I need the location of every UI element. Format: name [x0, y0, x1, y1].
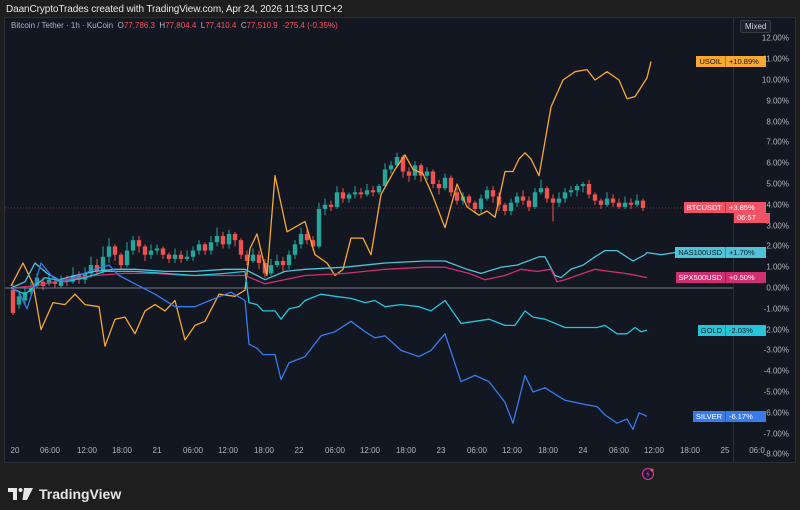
x-tick-label: 12:00 [76, 446, 98, 455]
y-tick-label: -7.00% [763, 429, 789, 439]
btcusdt-price-badge: BTCUSDT +3.85% [683, 201, 766, 213]
silver-price-badge: SILVER -6.17% [692, 410, 766, 422]
chart-frame: Bitcoin / Tether · 1h · KuCoin O77,786.3… [4, 17, 797, 481]
y-tick-label: 0.00% [766, 283, 789, 293]
y-tick-label: 4.00% [766, 200, 789, 210]
y-tick-label: 3.00% [766, 221, 789, 231]
y-tick-label: 1.00% [766, 262, 789, 272]
y-tick-label: -8.00% [763, 449, 789, 459]
y-tick-label: -2.00% [763, 325, 789, 335]
close-value: 77,510.9 [246, 21, 278, 30]
y-tick-label: -4.00% [763, 366, 789, 376]
nas100usd-line [10, 249, 676, 289]
x-tick-label: 18:00 [111, 446, 133, 455]
x-tick-label: 18:00 [679, 446, 701, 455]
open-value: 77,786.3 [123, 21, 155, 30]
silver-line [10, 262, 648, 431]
symbol-header: Bitcoin / Tether · 1h · KuCoin O77,786.3… [11, 21, 338, 30]
change-value: -275.4 (-0.35%) [282, 21, 338, 30]
y-tick-label: 9.00% [766, 96, 789, 106]
x-tick-label: 12:00 [359, 446, 381, 455]
x-tick-label: 22 [294, 446, 304, 455]
tradingview-logo-icon [8, 488, 33, 500]
btcusdt-candles [10, 152, 646, 316]
nas100usd-price-badge: NAS100USD +1.70% [675, 246, 766, 258]
x-tick-label: 06:00 [466, 446, 488, 455]
x-tick-label: 25 [720, 446, 730, 455]
x-tick-label: 18:00 [253, 446, 275, 455]
tradingview-logo: TradingView [8, 486, 121, 502]
low-value: 77,410.4 [205, 21, 237, 30]
y-tick-label: -6.00% [763, 408, 789, 418]
x-tick-label: 06:00 [39, 446, 61, 455]
spx500usd-line [10, 266, 648, 289]
x-tick-label: 12:00 [501, 446, 523, 455]
y-tick-label: -3.00% [763, 345, 789, 355]
x-tick-label: 06:00 [182, 446, 204, 455]
x-tick-label: 24 [578, 446, 588, 455]
y-tick-label: 5.00% [766, 179, 789, 189]
logo-text: TradingView [39, 486, 122, 502]
plot-area[interactable]: Bitcoin / Tether · 1h · KuCoin O77,786.3… [5, 18, 733, 481]
x-tick-label: 12:00 [643, 446, 665, 455]
bar-countdown: 06:57 [734, 212, 770, 223]
x-tick-label: 21 [152, 446, 162, 455]
gold-price-badge: GOLD -2.03% [697, 324, 766, 336]
y-tick-label: -5.00% [763, 387, 789, 397]
usoil-price-badge: USOIL +10.89% [696, 55, 766, 67]
price-axis[interactable]: Mixed 12.00% 11.00% 10.00% 9.00% 8.00% 7.00% 6… [733, 18, 797, 463]
x-tick-label: 06:0 [749, 446, 765, 455]
usoil-line [10, 61, 652, 347]
y-tick-label: 7.00% [766, 137, 789, 147]
chart-canvas[interactable] [5, 18, 733, 463]
chart-caption: DaanCryptoTrades created with TradingVie… [6, 4, 343, 15]
lightning-event-icon[interactable] [641, 467, 655, 486]
y-tick-label: 11.00% [762, 54, 789, 64]
symbol-label[interactable]: Bitcoin / Tether · 1h · KuCoin [11, 21, 114, 30]
x-tick-label: 06:00 [608, 446, 630, 455]
y-tick-label: -1.00% [763, 304, 789, 314]
high-value: 77,804.4 [165, 21, 197, 30]
x-tick-label: 06:00 [324, 446, 346, 455]
y-tick-label: 12.00% [761, 33, 789, 43]
y-tick-label: 8.00% [766, 117, 789, 127]
y-tick-label: 6.00% [766, 158, 789, 168]
x-tick-label: 20 [10, 446, 20, 455]
x-tick-label: 23 [436, 446, 446, 455]
spx500usd-price-badge: SPX500USD +0.50% [675, 271, 766, 283]
gold-line [10, 270, 648, 335]
y-tick-label: 2.00% [766, 241, 789, 251]
x-tick-label: 12:00 [217, 446, 239, 455]
y-tick-label: 10.00% [761, 75, 789, 85]
scale-mode-button[interactable]: Mixed [740, 20, 772, 33]
x-tick-label: 18:00 [537, 446, 559, 455]
x-tick-label: 18:00 [395, 446, 417, 455]
